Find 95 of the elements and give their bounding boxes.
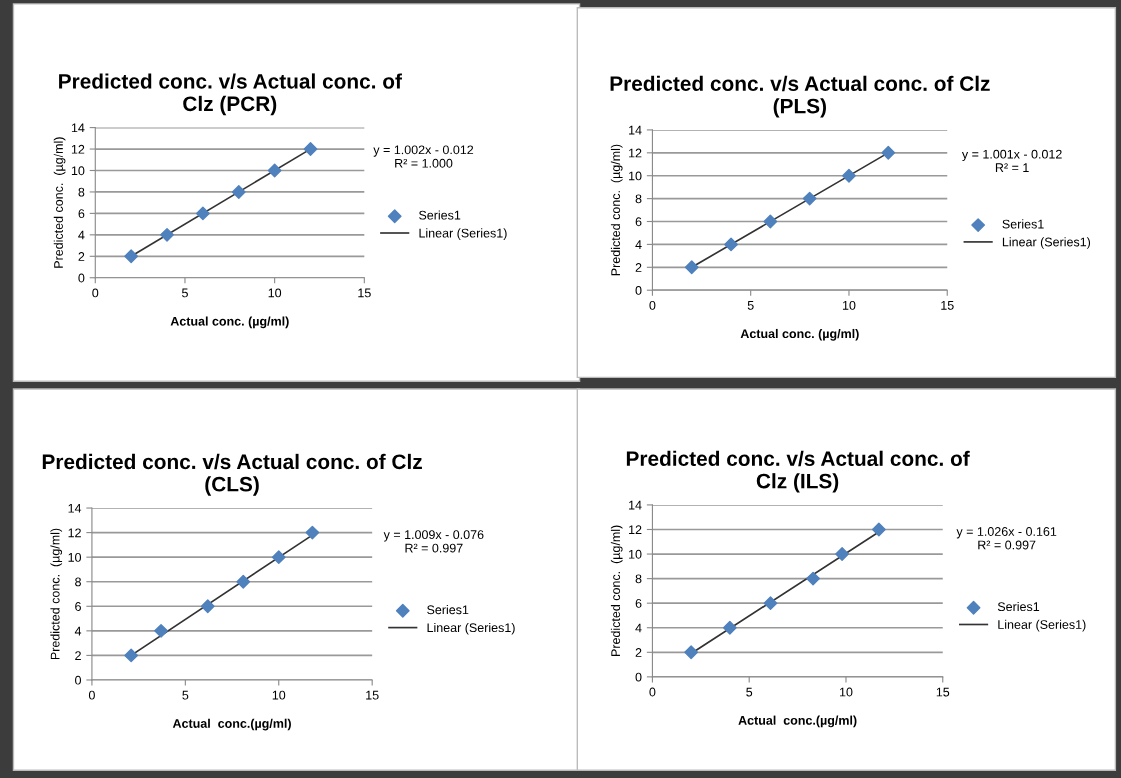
point: [684, 645, 699, 660]
x-tick-label: 5: [181, 288, 188, 298]
y-tick-label: 4: [78, 230, 85, 240]
y-tick-label: 2: [635, 648, 642, 657]
y-tick-label: 12: [71, 144, 85, 154]
legend-label: Series1: [1002, 219, 1044, 229]
y-tick-label: 10: [629, 171, 642, 181]
x-tick-label: 15: [358, 288, 371, 298]
legend-label: Linear (Series1): [998, 619, 1086, 632]
point: [154, 623, 168, 638]
legend-label: Linear (Series1): [419, 228, 507, 240]
x-tick-label: 5: [182, 690, 189, 700]
y-tick-label: 12: [629, 148, 642, 158]
point: [802, 191, 817, 206]
y-tick-label: 14: [71, 123, 85, 133]
point: [842, 168, 856, 183]
point: [271, 550, 286, 565]
point: [236, 574, 251, 589]
y-tick-label: 6: [78, 209, 85, 219]
point: [724, 237, 738, 252]
point: [303, 142, 318, 156]
x-tick-label: 0: [649, 687, 656, 697]
point: [124, 249, 139, 264]
point: [722, 620, 737, 635]
x-tick-label: 15: [941, 301, 954, 310]
x-tick-label: 0: [88, 690, 95, 700]
point: [871, 522, 886, 537]
x-axis-title: Actual conc.(µg/ml): [172, 718, 291, 731]
y-tick-label: 6: [635, 217, 642, 227]
x-axis-title: Actual conc. (µg/ml): [170, 316, 289, 329]
chart-title: Predicted conc. v/s Actual conc. of Clz (ILS): [626, 450, 970, 493]
y-axis-title: Predicted conc. (µg/ml): [50, 528, 63, 660]
point: [806, 571, 820, 586]
text: y = 1.009x - 0.076 R² = 0.997: [383, 530, 484, 553]
y-tick-label: 2: [75, 651, 81, 660]
legend-label: Series1: [419, 210, 461, 220]
y-tick-label: 6: [635, 598, 642, 608]
y-tick-label: 2: [635, 263, 642, 272]
legend-label: Series1: [427, 605, 469, 615]
x-tick-label: 10: [268, 288, 282, 298]
y-tick-label: 10: [68, 552, 82, 562]
text: y = 1.026x - 0.161 R² = 0.997: [956, 527, 1057, 550]
text: y = 1.002x - 0.012 R² = 1.000: [373, 145, 474, 168]
legend-label: Linear (Series1): [1002, 237, 1091, 249]
legend-label: Linear (Series1): [427, 622, 515, 635]
y-tick-label: 0: [75, 675, 82, 685]
point: [684, 260, 699, 275]
x-axis-title: Actual conc. (µg/ml): [740, 328, 859, 341]
y-tick-label: 0: [635, 672, 642, 682]
x-tick-label: 15: [366, 690, 379, 700]
x-tick-label: 5: [747, 301, 754, 310]
chart-title: Predicted conc. v/s Actual conc. of Clz (PCR): [59, 73, 402, 116]
point: [267, 163, 282, 178]
point: [200, 599, 215, 614]
y-tick-label: 8: [75, 577, 81, 587]
y-tick-label: 14: [629, 125, 642, 135]
point: [124, 648, 139, 663]
point: [305, 525, 320, 540]
chart-title: Predicted conc. v/s Actual conc. of Clz (CLS): [42, 453, 422, 496]
point: [231, 185, 246, 199]
point: [763, 596, 778, 611]
x-tick-label: 10: [272, 690, 286, 700]
x-tick-label: 10: [842, 300, 856, 310]
chart-title: Predicted conc. v/s Actual conc. of Clz (PLS): [610, 75, 990, 118]
point: [763, 214, 778, 229]
y-axis-title: Predicted conc. (µg/ml): [53, 137, 66, 268]
legend-label: Series1: [997, 601, 1040, 612]
y-tick-label: 4: [74, 626, 82, 636]
x-axis-title: Actual conc.(µg/ml): [738, 715, 857, 728]
y-tick-label: 8: [635, 574, 642, 584]
point: [195, 206, 210, 221]
x-tick-label: 5: [746, 687, 753, 697]
text: y = 1.001x - 0.012 R² = 1: [961, 149, 1062, 172]
y-tick-label: 4: [635, 240, 642, 249]
y-tick-label: 2: [78, 252, 85, 261]
x-tick-label: 10: [839, 687, 853, 697]
y-tick-label: 12: [629, 525, 642, 535]
y-tick-label: 4: [635, 623, 642, 633]
x-tick-label: 15: [936, 687, 950, 697]
y-tick-label: 0: [78, 273, 85, 283]
point: [881, 145, 896, 160]
y-tick-label: 10: [71, 166, 85, 176]
y-tick-label: 14: [629, 500, 642, 510]
y-axis-title: Predicted conc. (µg/ml): [610, 144, 623, 276]
y-tick-label: 12: [68, 528, 81, 538]
y-tick-label: 14: [68, 503, 82, 513]
point: [835, 547, 850, 561]
point: [160, 227, 174, 242]
y-axis-title: Predicted conc. (µg/ml): [610, 525, 623, 656]
y-tick-label: 8: [635, 194, 642, 204]
x-tick-label: 0: [92, 288, 99, 298]
y-tick-label: 8: [78, 187, 85, 197]
y-tick-label: 6: [75, 602, 81, 611]
x-tick-label: 0: [649, 300, 656, 310]
y-tick-label: 10: [629, 549, 642, 559]
